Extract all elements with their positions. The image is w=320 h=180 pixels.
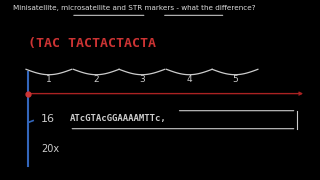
Text: 20x: 20x — [41, 144, 59, 154]
Text: 3: 3 — [139, 75, 145, 84]
Text: 2: 2 — [93, 75, 99, 84]
Text: ATcGTAcGGAAAAMTTc,: ATcGTAcGGAAAAMTTc, — [69, 114, 166, 123]
Text: Minisatellite, microsatellite and STR markers - what the difference?: Minisatellite, microsatellite and STR ma… — [12, 5, 255, 11]
Text: 16: 16 — [41, 114, 55, 124]
Text: 5: 5 — [232, 75, 238, 84]
Text: (TAC TACTACTACTA: (TAC TACTACTACTA — [28, 37, 156, 50]
Text: 1: 1 — [46, 75, 52, 84]
Text: 4: 4 — [187, 75, 192, 84]
